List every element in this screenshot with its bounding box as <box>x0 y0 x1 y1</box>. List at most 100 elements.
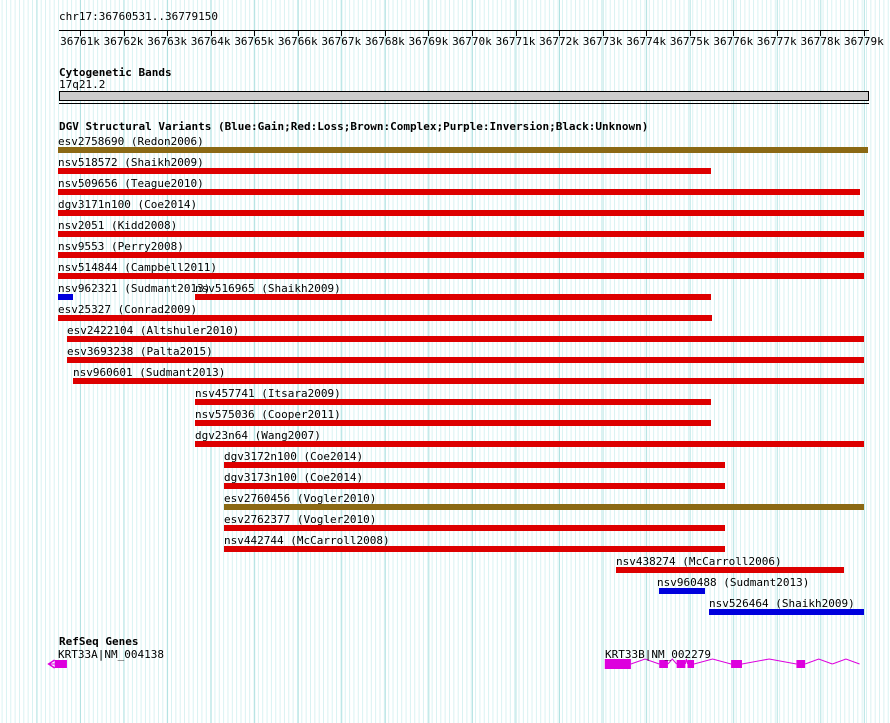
variant-bar[interactable] <box>73 378 864 384</box>
gene-exon[interactable] <box>796 660 806 668</box>
variant-bar[interactable] <box>58 147 868 153</box>
ruler-tick <box>297 31 299 36</box>
variant-bar[interactable] <box>67 336 864 342</box>
variant-label: esv2760456 (Vogler2010) <box>224 492 377 505</box>
ruler-tick <box>80 31 81 36</box>
variant-label: nsv526464 (Shaikh2009) <box>709 597 855 610</box>
variant-label: nsv514844 (Campbell2011) <box>58 261 217 274</box>
gene-exon[interactable] <box>604 659 631 669</box>
region-position-label: chr17:36760531..36779150 <box>59 10 218 23</box>
gene-glyph-krt33a[interactable] <box>47 659 67 669</box>
gene-exon[interactable] <box>676 660 686 668</box>
variant-bar[interactable] <box>224 525 725 531</box>
ruler-tick <box>602 31 604 36</box>
variant-label: nsv575036 (Cooper2011) <box>195 408 341 421</box>
cytoband-bar <box>59 91 869 101</box>
variant-label: nsv960601 (Sudmant2013) <box>73 366 226 379</box>
variant-label: nsv438274 (McCarroll2006) <box>616 555 782 568</box>
variant-bar[interactable] <box>195 441 864 447</box>
variant-bar[interactable] <box>195 294 711 300</box>
gene-label: KRT33A|NM_004138 <box>58 648 164 661</box>
gene-label: KRT33B|NM_002279 <box>605 648 711 661</box>
ruler-tick-label: 36761k <box>60 35 100 48</box>
ruler-tick-label: 36771k <box>495 35 536 48</box>
refseq-genes-glyphs <box>47 658 860 669</box>
variant-label: nsv960488 (Sudmant2013) <box>657 576 810 589</box>
ruler-tick <box>254 31 256 36</box>
ruler-tick-label: 36767k <box>321 35 362 48</box>
ruler-tick-label: 36763k <box>147 35 187 48</box>
variant-bar[interactable] <box>58 273 864 279</box>
ruler-tick-label: 36765k <box>234 35 275 48</box>
variant-label: dgv3172n100 (Coe2014) <box>224 450 364 463</box>
ruler-tick-label: 36769k <box>408 35 449 48</box>
variant-bar[interactable] <box>58 252 864 258</box>
gene-glyph-krt33b[interactable] <box>604 658 860 669</box>
variant-bar[interactable] <box>58 315 712 321</box>
ruler-tick <box>776 31 778 36</box>
gene-exon[interactable] <box>659 660 668 668</box>
variant-bar[interactable] <box>224 462 725 468</box>
ruler-tick <box>341 31 343 36</box>
variant-label: nsv516965 (Shaikh2009) <box>195 282 341 295</box>
variant-bar[interactable] <box>709 609 864 615</box>
ruler-tick-label: 36775k <box>669 35 710 48</box>
gene-exon[interactable] <box>54 660 67 668</box>
variant-label: nsv518572 (Shaikh2009) <box>58 156 204 169</box>
variant-label: esv2758690 (Redon2006) <box>58 135 204 148</box>
ruler-tick-label: 36770k <box>452 35 492 48</box>
gene-exon[interactable] <box>731 660 742 668</box>
variant-label: dgv23n64 (Wang2007) <box>195 429 321 442</box>
ruler-tick-label: 36768k <box>364 35 405 48</box>
variant-bar[interactable] <box>224 483 725 489</box>
ruler-tick-label: 36764k <box>190 35 231 48</box>
cytoband-name-label: 17q21.2 <box>59 78 106 91</box>
variant-bar[interactable] <box>58 189 860 195</box>
ruler-tick <box>863 31 865 36</box>
ruler-tick-label: 36772k <box>539 35 579 48</box>
variant-bar[interactable] <box>195 420 711 426</box>
variant-bar[interactable] <box>67 357 864 363</box>
variant-bar[interactable] <box>616 567 844 573</box>
variant-bar[interactable] <box>58 294 73 300</box>
ruler-tick <box>384 31 386 36</box>
refseq-section-title: RefSeq Genes <box>59 635 139 648</box>
ruler-tick-label: 36762k <box>103 35 144 48</box>
variant-label: dgv3171n100 (Coe2014) <box>58 198 198 211</box>
dgv-section-title: DGV Structural Variants (Blue:Gain;Red:L… <box>59 120 649 133</box>
ruler-axis-line <box>59 30 869 31</box>
variant-label: dgv3173n100 (Coe2014) <box>224 471 364 484</box>
variant-label: nsv442744 (McCarroll2008) <box>224 534 390 547</box>
variant-bar[interactable] <box>224 546 725 552</box>
variant-bar[interactable] <box>58 168 711 174</box>
ruler-tick-label: 36777k <box>756 35 797 48</box>
variant-label: esv25327 (Conrad2009) <box>58 303 198 316</box>
variant-bar[interactable] <box>58 231 864 237</box>
variant-bar[interactable] <box>195 399 711 405</box>
ruler-tick <box>646 31 648 36</box>
ruler-tick-label: 36774k <box>626 35 667 48</box>
variant-label: nsv509656 (Teague2010) <box>58 177 204 190</box>
ruler-tick <box>471 31 473 36</box>
variant-label: esv2422104 (Altshuler2010) <box>67 324 240 337</box>
ruler-tick-label: 36766k <box>277 35 318 48</box>
cytoband-baseline <box>59 103 869 104</box>
variant-bar[interactable] <box>659 588 705 594</box>
ruler-tick <box>733 31 735 36</box>
ruler-tick <box>820 31 822 36</box>
variant-bar[interactable] <box>224 504 864 510</box>
ruler-tick-label: 36773k <box>582 35 623 48</box>
ruler-tick-label: 36779k <box>844 35 884 48</box>
ruler-tick <box>515 31 517 36</box>
ruler-tick <box>689 31 691 36</box>
ruler-tick <box>210 31 212 36</box>
variant-label: nsv2051 (Kidd2008) <box>58 219 178 232</box>
ruler-tick <box>428 31 430 36</box>
variant-bar[interactable] <box>58 210 864 216</box>
ruler-tick <box>559 31 561 36</box>
gene-exon[interactable] <box>687 660 695 668</box>
variant-label: nsv962321 (Sudmant2013) <box>58 282 211 295</box>
ruler-tick-label: 36776k <box>713 35 754 48</box>
cytoband-section-title: Cytogenetic Bands <box>59 66 172 79</box>
